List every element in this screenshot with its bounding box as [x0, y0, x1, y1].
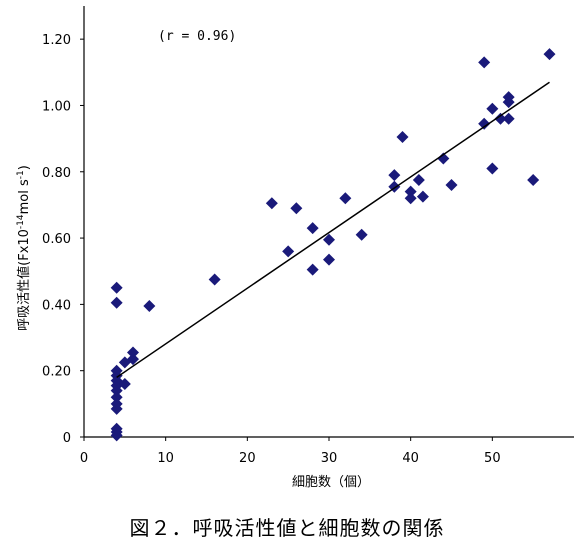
y-tick-label: 0.40 [42, 298, 71, 313]
data-point [306, 222, 319, 235]
data-point [208, 273, 221, 286]
data-point [388, 169, 401, 182]
data-point [437, 152, 450, 165]
data-point [404, 192, 417, 205]
data-point [527, 174, 540, 187]
y-tick-label: 1.20 [42, 33, 71, 48]
x-tick-label: 30 [321, 451, 338, 466]
y-axis-title: 呼吸活性値(Fx10-14mol s-1) [16, 165, 32, 331]
y-axis-title-unit: mol s [17, 179, 32, 214]
data-point [265, 197, 278, 210]
x-axis-title: 細胞数（個） [292, 475, 370, 490]
data-point [127, 346, 139, 359]
y-tick-label: 0.80 [42, 166, 71, 181]
y-tick-label: 0.20 [42, 365, 71, 380]
data-point [306, 263, 319, 276]
data-point [486, 102, 499, 115]
y-tick-label: 0 [63, 431, 71, 446]
x-tick-label: 50 [484, 451, 501, 466]
data-point [445, 179, 458, 192]
data-point [323, 253, 335, 266]
data-point [412, 174, 425, 187]
data-point [290, 202, 303, 215]
correlation-annotation: (r = 0.96) [158, 29, 236, 44]
data-point [478, 56, 491, 69]
data-point [543, 48, 556, 61]
y-axis-title-main: 呼吸活性値(Fx10 [16, 229, 32, 331]
data-point [486, 162, 499, 175]
y-axis-title-exp2: -1 [16, 170, 26, 179]
data-point [282, 245, 295, 258]
data-point [396, 130, 409, 143]
data-point [110, 429, 123, 442]
x-tick-label: 0 [80, 451, 88, 466]
x-tick-label: 40 [402, 451, 419, 466]
trendline [116, 81, 550, 378]
data-point [478, 117, 491, 130]
figure-caption: 図２．呼吸活性値と細胞数の関係 [130, 516, 445, 540]
data-point [494, 112, 507, 125]
x-tick-label: 10 [157, 451, 174, 466]
y-tick-label: 0.60 [42, 232, 71, 247]
data-point [110, 384, 123, 397]
data-point [502, 96, 515, 109]
x-tick-label: 20 [239, 451, 256, 466]
y-axis-title-close: ) [17, 165, 32, 170]
y-tick-label: 1.00 [42, 99, 71, 114]
data-point [127, 353, 139, 366]
data-point [143, 300, 156, 313]
data-point [110, 281, 123, 294]
data-point [118, 377, 131, 390]
data-point [110, 296, 123, 309]
axes [80, 6, 574, 441]
data-point [404, 185, 417, 198]
data-point [110, 391, 123, 404]
data-point [110, 402, 123, 415]
y-axis-title-exp: -14 [16, 214, 26, 229]
data-points [110, 48, 556, 442]
data-point [355, 228, 368, 241]
data-point [339, 192, 352, 205]
data-point [502, 112, 515, 125]
tick-labels: 0 10 20 30 40 50 0 0.20 0.40 0.60 0.80 1.00 1.20 [42, 33, 501, 466]
trendline-group [116, 81, 550, 378]
data-point [416, 190, 429, 203]
data-point [323, 233, 335, 246]
